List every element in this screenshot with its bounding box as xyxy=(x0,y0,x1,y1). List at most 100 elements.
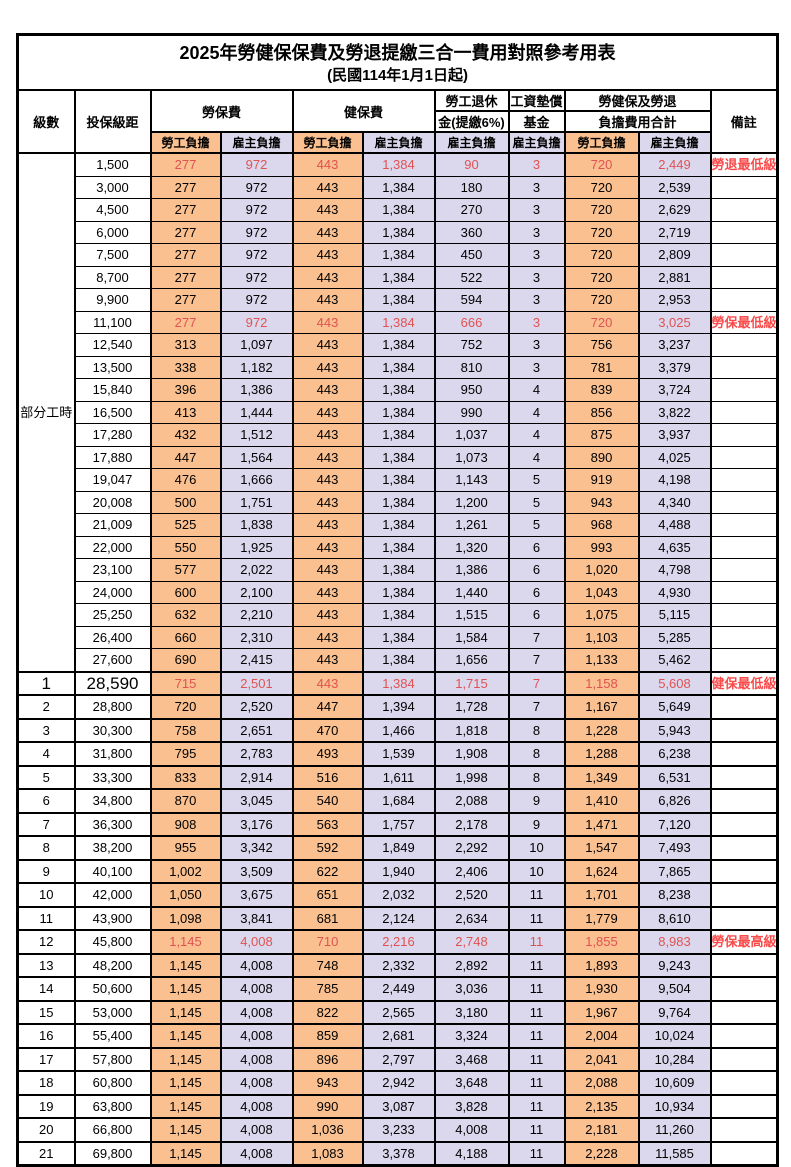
labor-employer-cell: 4,008 xyxy=(219,929,294,955)
wage-fund-employer-cell: 6 xyxy=(507,603,566,627)
labor-employer-cell: 2,310 xyxy=(219,625,294,649)
labor-employer-cell: 4,008 xyxy=(219,1023,294,1049)
labor-employer-cell: 4,008 xyxy=(219,952,294,978)
health-employer-cell: 1,384 xyxy=(361,423,436,447)
labor-employer-cell: 2,100 xyxy=(219,580,294,604)
labor-employee-cell: 1,145 xyxy=(149,976,222,1002)
health-employee-cell: 443 xyxy=(291,445,364,469)
health-employer-cell: 1,466 xyxy=(361,717,436,743)
pension-employer-cell: 1,073 xyxy=(433,445,510,469)
note-cell xyxy=(709,603,779,627)
page-title: 2025年勞健保保費及勞退提繳三合一費用對照參考用表 xyxy=(179,43,616,64)
salary-bracket-cell: 27,600 xyxy=(73,648,152,672)
wage-fund-employer-cell: 11 xyxy=(507,1023,566,1049)
wage-fund-employer-cell: 7 xyxy=(507,625,566,649)
health-employer-cell: 1,384 xyxy=(361,513,436,537)
labor-employer-cell: 972 xyxy=(219,243,294,267)
subheader-wage-fund-employer: 雇主負擔 xyxy=(507,131,566,154)
wage-fund-employer-cell: 4 xyxy=(507,378,566,402)
health-employer-cell: 1,757 xyxy=(361,811,436,837)
labor-employee-cell: 277 xyxy=(149,175,222,199)
labor-employee-cell: 277 xyxy=(149,265,222,289)
pension-employer-cell: 450 xyxy=(433,243,510,267)
level-cell: 5 xyxy=(16,764,76,790)
note-cell xyxy=(709,976,779,1002)
pension-employer-cell: 1,818 xyxy=(433,717,510,743)
health-employer-cell: 2,565 xyxy=(361,999,436,1025)
wage-fund-employer-cell: 7 xyxy=(507,670,566,696)
total-employee-cell: 720 xyxy=(563,198,640,222)
labor-employee-cell: 660 xyxy=(149,625,222,649)
pension-employer-cell: 1,908 xyxy=(433,741,510,767)
labor-employee-cell: 447 xyxy=(149,445,222,469)
total-employee-cell: 839 xyxy=(563,378,640,402)
wage-fund-employer-cell: 6 xyxy=(507,558,566,582)
col-header-total-line2: 負擔費用合計 xyxy=(563,110,712,133)
labor-employee-cell: 758 xyxy=(149,717,222,743)
table-row: 21,009 525 1,838 443 1,384 1,261 5 968 4,488 xyxy=(18,513,779,537)
health-employer-cell: 1,384 xyxy=(361,220,436,244)
salary-bracket-cell: 38,200 xyxy=(73,835,152,861)
note-cell xyxy=(709,198,779,222)
health-employee-cell: 443 xyxy=(291,152,364,177)
table-row: 10 42,000 1,050 3,675 651 2,032 2,520 11 1,701 8,… xyxy=(16,882,779,908)
level-cell: 8 xyxy=(16,835,76,861)
health-employer-cell: 1,384 xyxy=(361,175,436,199)
subheader-labor-employer: 雇主負擔 xyxy=(219,131,294,154)
wage-fund-employer-cell: 11 xyxy=(507,1093,566,1119)
health-employer-cell: 1,394 xyxy=(361,694,436,720)
health-employee-cell: 1,036 xyxy=(291,1117,364,1143)
pension-employer-cell: 90 xyxy=(433,152,510,177)
note-cell xyxy=(709,788,779,814)
total-employer-cell: 2,539 xyxy=(637,175,712,199)
health-employee-cell: 443 xyxy=(291,535,364,559)
table-row: 16 55,400 1,145 4,008 859 2,681 3,324 11 2,004 10… xyxy=(16,1023,779,1049)
total-employer-cell: 2,629 xyxy=(637,198,712,222)
health-employee-cell: 443 xyxy=(291,625,364,649)
table-row: 7,500 277 972 443 1,384 450 3 720 2,809 xyxy=(18,243,779,267)
health-employer-cell: 2,942 xyxy=(361,1070,436,1096)
health-employer-cell: 1,384 xyxy=(361,445,436,469)
wage-fund-employer-cell: 11 xyxy=(507,882,566,908)
note-cell xyxy=(709,811,779,837)
total-employee-cell: 1,167 xyxy=(563,694,640,720)
health-employer-cell: 1,384 xyxy=(361,288,436,312)
wage-fund-employer-cell: 3 xyxy=(507,265,566,289)
level-cell: 16 xyxy=(16,1023,76,1049)
wage-fund-employer-cell: 6 xyxy=(507,580,566,604)
health-employer-cell: 1,384 xyxy=(361,535,436,559)
total-employee-cell: 1,967 xyxy=(563,999,640,1025)
total-employee-cell: 720 xyxy=(563,220,640,244)
table-row: 17,280 432 1,512 443 1,384 1,037 4 875 3,937 xyxy=(18,423,779,447)
labor-employer-cell: 1,838 xyxy=(219,513,294,537)
table-row: 25,250 632 2,210 443 1,384 1,515 6 1,075 5,115 xyxy=(18,603,779,627)
salary-bracket-cell: 33,300 xyxy=(73,764,152,790)
col-header-bracket: 投保級距 xyxy=(73,89,152,154)
salary-bracket-cell: 17,880 xyxy=(73,445,152,469)
health-employer-cell: 2,681 xyxy=(361,1023,436,1049)
total-employer-cell: 4,798 xyxy=(637,558,712,582)
total-employer-cell: 4,198 xyxy=(637,468,712,492)
health-employee-cell: 443 xyxy=(291,333,364,357)
salary-bracket-cell: 28,800 xyxy=(73,694,152,720)
labor-employee-cell: 277 xyxy=(149,152,222,177)
table-title: 2025年勞健保保費及勞退提繳三合一費用對照參考用表 (民國114年1月1日起) xyxy=(16,33,779,91)
col-header-note: 備註 xyxy=(709,89,779,154)
pension-employer-cell: 1,261 xyxy=(433,513,510,537)
table-row: 27,600 690 2,415 443 1,384 1,656 7 1,133 5,462 xyxy=(18,648,779,672)
table-row: 24,000 600 2,100 443 1,384 1,440 6 1,043 4,930 xyxy=(18,580,779,604)
level-cell: 4 xyxy=(16,741,76,767)
table-row: 23,100 577 2,022 443 1,384 1,386 6 1,020 4,798 xyxy=(18,558,779,582)
health-employee-cell: 443 xyxy=(291,468,364,492)
labor-employer-cell: 4,008 xyxy=(219,976,294,1002)
wage-fund-employer-cell: 7 xyxy=(507,694,566,720)
labor-employee-cell: 550 xyxy=(149,535,222,559)
health-employee-cell: 443 xyxy=(291,220,364,244)
total-employee-cell: 968 xyxy=(563,513,640,537)
pension-employer-cell: 4,008 xyxy=(433,1117,510,1143)
pension-employer-cell: 1,320 xyxy=(433,535,510,559)
wage-fund-employer-cell: 11 xyxy=(507,1070,566,1096)
health-employer-cell: 1,384 xyxy=(361,198,436,222)
total-employer-cell: 11,585 xyxy=(637,1140,712,1167)
wage-fund-employer-cell: 11 xyxy=(507,1140,566,1167)
